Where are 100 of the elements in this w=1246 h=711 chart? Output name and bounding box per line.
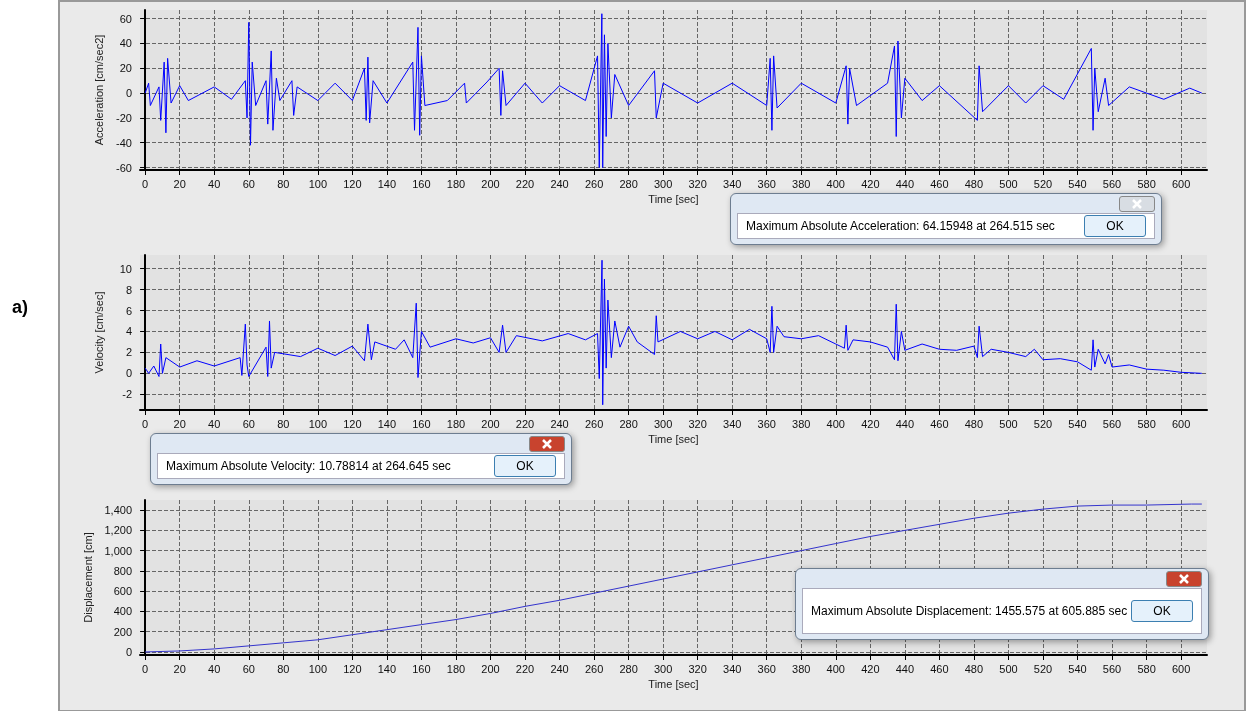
x-tick-label: 320	[688, 662, 707, 675]
x-tick-label: 280	[619, 662, 638, 675]
x-tick-label: 380	[792, 177, 811, 190]
x-tick-label: 380	[792, 662, 811, 675]
x-tick-label: 120	[343, 177, 362, 190]
line-series	[144, 503, 1203, 653]
x-tick-label: 60	[242, 662, 255, 675]
x-tick-label: 260	[584, 662, 604, 675]
y-tick-label: 600	[113, 585, 132, 598]
x-tick-label: 400	[826, 662, 845, 675]
x-tick-label: 120	[343, 417, 362, 430]
x-tick-label: 520	[1033, 177, 1053, 190]
x-tick-label: 400	[826, 417, 845, 430]
x-tick-label: 280	[619, 177, 638, 190]
x-tick-label: 300	[653, 177, 673, 190]
x-tick-label: 120	[343, 662, 362, 675]
x-tick-label: 440	[895, 662, 915, 675]
y-tick-label: 2	[125, 346, 132, 359]
x-tick-label: 220	[515, 662, 535, 675]
x-tick-label: 200	[481, 417, 500, 430]
x-tick-label: 160	[412, 417, 431, 430]
x-tick-label: 200	[481, 177, 500, 190]
x-tick-label: 420	[861, 662, 880, 675]
x-tick-label: 180	[446, 417, 466, 430]
y-tick-label: 1,200	[104, 524, 132, 537]
x-tick-label: 180	[446, 662, 466, 675]
x-tick-label: 240	[550, 177, 569, 190]
x-tick-label: 440	[895, 177, 915, 190]
message-dialog: Maximum Absolute Acceleration: 64.15948 at 264.515 sec OK	[730, 193, 1162, 245]
y-tick-label: 800	[113, 564, 132, 577]
y-tick-label: -60	[116, 161, 132, 174]
x-tick-label: 0	[142, 417, 149, 430]
y-tick-label: -2	[122, 388, 132, 401]
annotation: Maximum Absolute Displacement: 1455.575 at 605.885 sec	[811, 603, 1128, 620]
y-tick-label: 60	[119, 12, 132, 25]
x-tick-label: 100	[308, 662, 328, 675]
x-axis-title: Time [sec]	[648, 433, 699, 446]
x-tick-label: 600	[1171, 662, 1191, 675]
x-tick-label: 560	[1102, 417, 1122, 430]
x-tick-label: 540	[1068, 417, 1087, 430]
y-tick-label: 10	[119, 262, 132, 275]
x-tick-label: 40	[208, 177, 221, 190]
x-tick-label: 420	[861, 177, 880, 190]
x-tick-label: 80	[277, 417, 290, 430]
x-tick-label: 320	[688, 417, 707, 430]
x-tick-label: 220	[515, 177, 535, 190]
y-tick-label: -40	[116, 136, 132, 149]
y-axis-title: Velocity [cm/sec]	[92, 291, 105, 374]
x-tick-label: 140	[377, 177, 397, 190]
x-tick-label: 500	[999, 177, 1018, 190]
x-tick-label: 320	[688, 177, 707, 190]
x-tick-label: 200	[481, 662, 500, 675]
x-tick-label: 460	[930, 177, 949, 190]
x-tick-label: 580	[1137, 177, 1156, 190]
line-series	[144, 13, 1203, 169]
x-tick-label: 180	[446, 177, 466, 190]
x-tick-label: 480	[964, 417, 984, 430]
y-tick-label: -20	[116, 111, 132, 124]
x-tick-label: 20	[173, 662, 186, 675]
y-tick-label: 1,400	[104, 504, 132, 517]
x-tick-label: 340	[723, 662, 742, 675]
y-axis-title: Acceleration [cm/sec2]	[92, 34, 105, 146]
x-tick-label: 60	[242, 177, 255, 190]
x-tick-label: 460	[930, 662, 949, 675]
x-tick-label: 240	[550, 662, 569, 675]
y-tick-label: 1,000	[104, 544, 132, 557]
x-tick-label: 160	[412, 662, 431, 675]
x-tick-label: 360	[757, 417, 776, 430]
x-tick-label: 40	[208, 417, 221, 430]
annotation: OK	[1131, 600, 1193, 622]
y-axis-title: Displacement [cm]	[82, 532, 95, 623]
x-tick-label: 260	[584, 177, 604, 190]
x-tick-label: 40	[208, 662, 221, 675]
x-tick-label: 220	[515, 417, 535, 430]
y-tick-label: 400	[113, 605, 132, 618]
x-tick-label: 300	[653, 417, 673, 430]
y-tick-label: 20	[119, 62, 132, 75]
x-tick-label: 0	[142, 662, 149, 675]
x-tick-label: 240	[550, 417, 569, 430]
text: a)	[12, 297, 29, 318]
x-tick-label: 560	[1102, 177, 1122, 190]
x-tick-label: 600	[1171, 177, 1191, 190]
x-tick-label: 340	[723, 417, 742, 430]
x-tick-label: 580	[1137, 662, 1156, 675]
x-tick-label: 500	[999, 417, 1018, 430]
x-tick-label: 20	[173, 417, 186, 430]
x-tick-label: 480	[964, 662, 984, 675]
message-dialog: Maximum Absolute Velocity: 10.78814 at 264.645 sec OK	[150, 433, 572, 485]
y-tick-label: 200	[113, 625, 132, 638]
x-tick-label: 0	[142, 177, 149, 190]
x-tick-label: 440	[895, 417, 915, 430]
line-series	[144, 259, 1203, 406]
x-tick-label: 520	[1033, 662, 1053, 675]
y-tick-label: 8	[125, 283, 132, 296]
x-tick-label: 20	[173, 177, 186, 190]
message-dialog: Maximum Absolute Displacement: 1455.575 at 605.885 sec OK	[795, 568, 1209, 640]
x-tick-label: 520	[1033, 417, 1053, 430]
y-tick-label: 0	[125, 87, 132, 100]
x-tick-label: 360	[757, 662, 776, 675]
x-tick-label: 160	[412, 177, 431, 190]
